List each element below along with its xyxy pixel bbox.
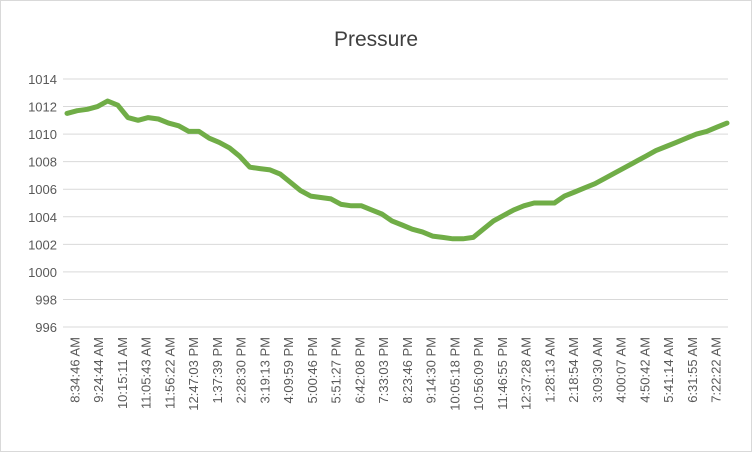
y-tick-label: 1014 — [28, 72, 57, 87]
x-tick-label: 3:09:30 AM — [590, 337, 605, 403]
x-tick-label: 10:15:11 AM — [115, 337, 130, 409]
y-tick-label: 998 — [35, 292, 57, 307]
x-tick-label: 7:22:22 AM — [709, 337, 724, 403]
y-tick-label: 1008 — [28, 155, 57, 170]
x-tick-label: 11:56:22 AM — [162, 337, 177, 409]
x-tick-label: 3:19:13 PM — [257, 337, 272, 404]
x-tick-label: 1:37:39 PM — [210, 337, 225, 404]
x-tick-label: 8:34:46 AM — [67, 337, 82, 403]
x-tick-label: 6:42:08 PM — [352, 337, 367, 404]
series-line — [64, 98, 730, 242]
x-tick-label: 5:51:27 PM — [329, 337, 344, 404]
chart-title: Pressure — [334, 28, 418, 51]
x-tick-label: 10:05:18 PM — [447, 337, 462, 411]
y-tick-label: 1012 — [28, 100, 57, 115]
x-axis-tick-labels: 8:34:46 AM 9:24:44 AM 10:15:11 AM 11:05:43 … — [67, 337, 723, 411]
gridlines — [63, 78, 728, 300]
y-tick-label: 1004 — [28, 210, 57, 225]
series-layer — [64, 98, 730, 242]
x-tick-label: 2:18:54 AM — [566, 337, 581, 403]
x-tick-label: 4:50:42 AM — [637, 337, 652, 403]
y-tick-label: 1000 — [28, 265, 57, 280]
y-tick-label: 1010 — [28, 127, 57, 142]
x-tick-label: 4:09:59 PM — [281, 337, 296, 404]
x-tick-label: 12:47:03 PM — [186, 337, 201, 411]
x-tick-label: 7:33:03 PM — [376, 337, 391, 404]
x-tick-label: 6:31:55 AM — [685, 337, 700, 403]
x-tick-label: 9:24:44 AM — [91, 337, 106, 403]
y-tick-label: 1002 — [28, 237, 57, 252]
x-tick-label: 11:05:43 AM — [139, 337, 154, 409]
x-tick-label: 12:37:28 AM — [519, 337, 534, 410]
y-axis-tick-labels: 996 998 1000 1002 1004 1006 1008 1010 1012 1014 — [28, 72, 57, 335]
x-tick-label: 5:00:46 PM — [305, 337, 320, 404]
x-tick-label: 10:56:09 PM — [471, 337, 486, 411]
x-tick-label: 2:28:30 PM — [234, 337, 249, 404]
x-tick-label: 11:46:55 PM — [495, 337, 510, 410]
x-tick-label: 8:23:46 PM — [400, 337, 415, 404]
y-tick-label: 1006 — [28, 182, 57, 197]
x-tick-label: 9:14:30 PM — [424, 337, 439, 404]
x-tick-label: 5:41:14 AM — [661, 337, 676, 403]
x-tick-label: 1:28:13 AM — [542, 337, 557, 403]
x-tick-label: 4:00:07 AM — [614, 337, 629, 403]
y-tick-label: 996 — [35, 320, 57, 335]
